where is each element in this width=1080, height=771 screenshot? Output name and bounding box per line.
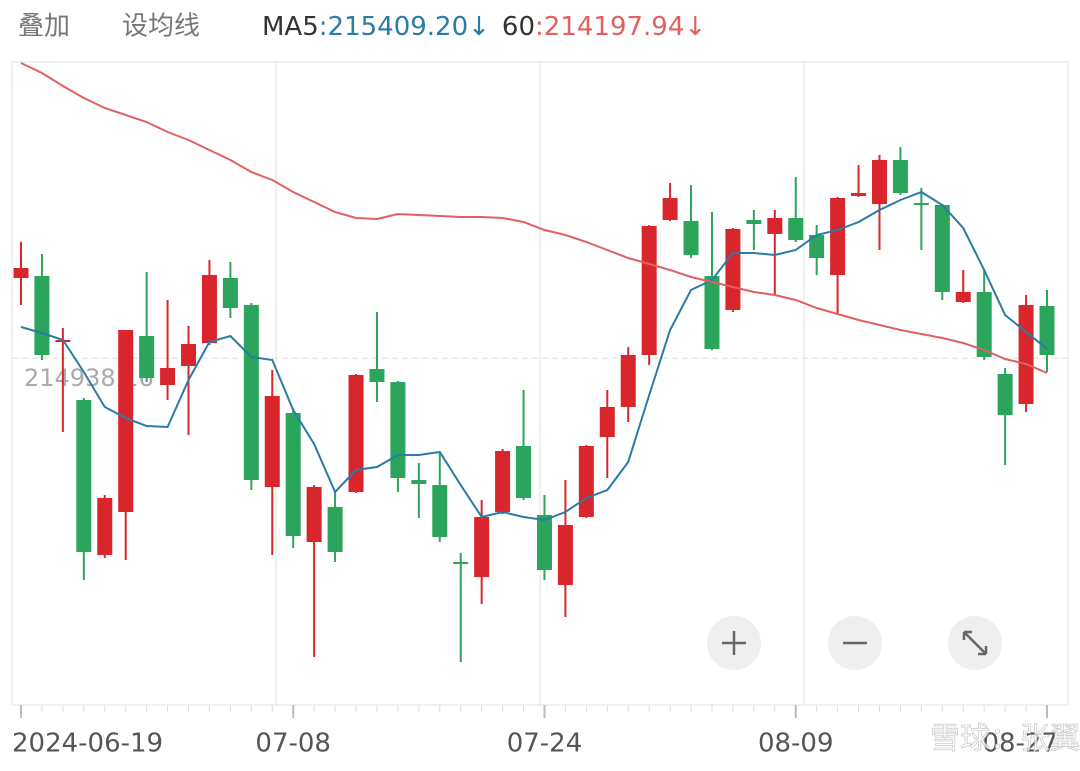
candle-body (788, 218, 804, 240)
candle-body (306, 487, 322, 542)
candle-body (997, 374, 1013, 415)
candle-body (913, 203, 929, 205)
candle-body (871, 160, 887, 204)
candle-body (1018, 305, 1034, 404)
candle-body (160, 368, 176, 385)
candle-body (348, 375, 364, 492)
candle-body (955, 292, 971, 302)
candle-body (641, 226, 657, 355)
candle-body (809, 235, 825, 258)
x-tick-label: 07-08 (255, 729, 331, 759)
zoom-out-button[interactable] (828, 616, 882, 670)
ma5-name: MA5 (262, 12, 319, 42)
candle-body (243, 305, 259, 480)
candle-body (474, 517, 490, 577)
overlay-button[interactable]: 叠加 (18, 12, 70, 42)
candle-body (285, 413, 301, 536)
candle-body (767, 218, 783, 234)
ma-line (20, 62, 1048, 374)
candle-body (453, 562, 469, 564)
candle-body (599, 407, 615, 437)
ma60-value: :214197.94↓ (535, 12, 706, 42)
ma5-value: :215409.20↓ (319, 12, 490, 42)
candle-body (139, 336, 155, 378)
candle-body (76, 400, 92, 552)
candle-body (578, 446, 594, 517)
watermark: 雪球：张翼轸 (930, 722, 1080, 757)
candle-body (181, 344, 197, 366)
candle-body (13, 268, 29, 278)
candle-body (411, 480, 427, 484)
x-tick-label: 2024-06-19 (12, 729, 163, 759)
x-tick-label: 08-09 (758, 729, 834, 759)
x-tick-label: 08-27 (982, 729, 1058, 759)
candle-body (976, 292, 992, 357)
zoom-in-button[interactable] (707, 616, 761, 670)
candle-body (704, 276, 720, 349)
x-tick-label: 07-24 (507, 729, 583, 759)
ma60-name: 60 (502, 12, 535, 42)
candle-body (683, 221, 699, 255)
x-axis: 2024-06-19 07-08 07-24 08-09 08-27 (12, 705, 1058, 759)
candle-body (516, 446, 532, 498)
set-ma-button[interactable]: 设均线 (122, 12, 200, 42)
candle-body (557, 525, 573, 585)
candle-body (264, 396, 280, 487)
candle-body (222, 278, 238, 308)
candle-body (495, 451, 511, 512)
candle-body (892, 160, 908, 193)
plot: 214938.16 (12, 62, 1068, 662)
candle-body (830, 198, 846, 275)
fullscreen-button[interactable] (948, 616, 1002, 670)
ma-legend: MA5:215409.20↓ 60:214197.94↓ (262, 12, 706, 42)
candle-body (851, 193, 867, 196)
candle-body (662, 198, 678, 220)
candle-body (432, 485, 448, 537)
candle-body (369, 369, 385, 382)
candle-body (725, 229, 741, 310)
reference-label: 214938.16 (24, 364, 154, 392)
ma-line (20, 190, 1048, 522)
candle-body (327, 507, 343, 552)
candle-body (97, 498, 113, 555)
candle-body (34, 276, 50, 355)
candle-body (934, 205, 950, 292)
candle-body (620, 355, 636, 407)
candle-body (746, 220, 762, 224)
candle-body (1039, 306, 1055, 355)
candle-body (390, 382, 406, 478)
candle-body (118, 330, 134, 512)
candle-body (201, 275, 217, 343)
candle-body (536, 515, 552, 570)
